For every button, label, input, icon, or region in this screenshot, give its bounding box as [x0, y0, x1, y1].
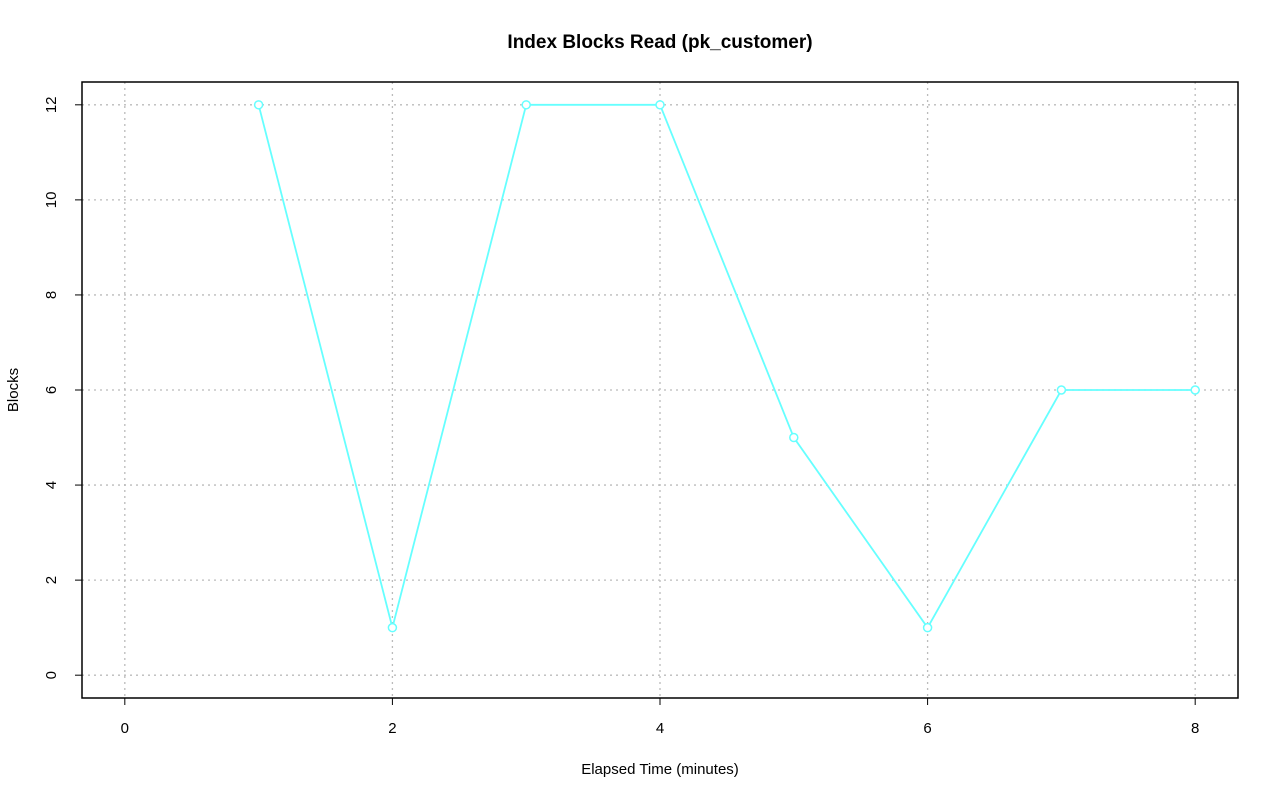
x-axis-title: Elapsed Time (minutes) — [581, 761, 739, 778]
x-tick-label: 2 — [388, 720, 396, 737]
y-tick-label: 0 — [43, 671, 60, 679]
y-tick-label: 10 — [43, 192, 60, 209]
y-tick-label: 4 — [43, 481, 60, 489]
chart-title: Index Blocks Read (pk_customer) — [507, 32, 812, 53]
point — [253, 100, 264, 110]
point — [521, 100, 531, 110]
line — [257, 103, 1196, 630]
y-tick-label: 8 — [43, 291, 60, 299]
point — [922, 622, 933, 633]
point — [387, 622, 398, 633]
point — [789, 432, 799, 443]
x-tick-label: 6 — [923, 720, 931, 737]
y-tick-label: 2 — [43, 576, 60, 584]
y-tick-label: 6 — [43, 386, 60, 394]
point — [655, 100, 665, 110]
y-tick-label: 12 — [43, 96, 60, 113]
plot-frame — [81, 81, 1239, 699]
x-tick-label: 4 — [656, 720, 664, 737]
x-tick-label: 0 — [121, 720, 129, 737]
point — [1056, 385, 1067, 395]
x-tick-label: 8 — [1191, 720, 1199, 737]
point — [1190, 385, 1200, 395]
y-axis-title: Blocks — [5, 368, 22, 412]
